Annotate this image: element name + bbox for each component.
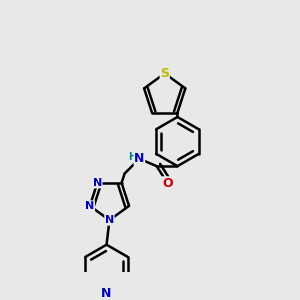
Text: S: S: [160, 67, 169, 80]
Text: N: N: [105, 215, 114, 225]
Text: N: N: [85, 201, 94, 211]
Text: O: O: [162, 177, 173, 190]
Text: N: N: [101, 287, 112, 300]
Text: H: H: [128, 152, 136, 162]
Text: N: N: [93, 178, 102, 188]
Text: N: N: [134, 152, 145, 165]
